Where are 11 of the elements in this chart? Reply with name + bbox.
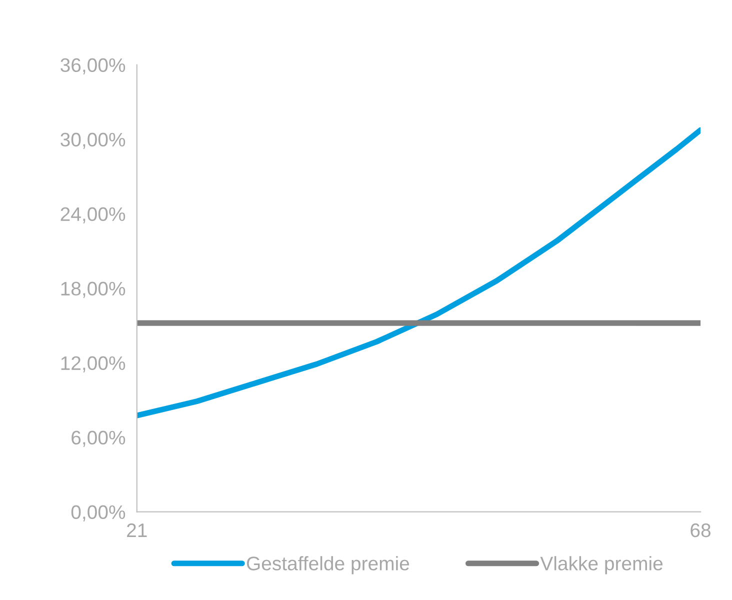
y-tick-label: 24,00% [60,207,126,224]
legend-label: Gestaffelde premie [246,556,410,574]
y-tick-label: 36,00% [60,58,126,74]
x-tick-label: 21 [127,523,147,537]
y-tick-label: 30,00% [60,132,126,149]
y-tick-label: 12,00% [61,356,126,372]
y-tick-label: 18,00% [61,282,126,298]
y-tick-label: 0,00% [71,505,126,522]
legend-label: Vlakke premie [540,556,663,574]
y-tick-label: 6,00% [72,430,126,447]
x-tick-label: 68 [690,523,710,538]
